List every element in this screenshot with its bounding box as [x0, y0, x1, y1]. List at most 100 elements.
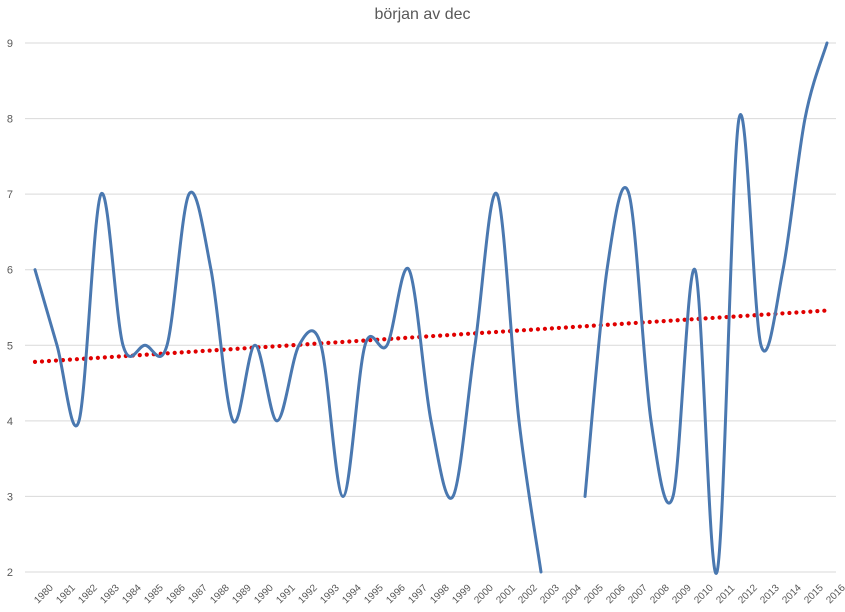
x-tick-label: 2009 — [670, 582, 694, 606]
x-tick-label: 1992 — [296, 582, 320, 606]
y-tick-label: 4 — [7, 416, 13, 428]
trendline-dot — [752, 313, 757, 318]
x-tick-label: 2000 — [472, 582, 496, 606]
x-tick-label: 1981 — [54, 582, 78, 606]
x-tick-label: 2002 — [516, 582, 540, 606]
trendline-dot — [144, 352, 149, 357]
trendline-dot — [137, 353, 142, 358]
x-tick-label: 1982 — [76, 582, 100, 606]
x-tick-label: 1993 — [318, 582, 342, 606]
trendline-dot — [675, 318, 680, 323]
trendline-dot — [682, 317, 687, 322]
trendline-dot — [200, 348, 205, 354]
trendline-dot — [619, 321, 624, 326]
trendline-dot — [535, 327, 541, 332]
trendline-dot — [88, 356, 93, 361]
trendline-dot — [556, 325, 561, 331]
trendline-dot — [354, 338, 359, 344]
x-tick-label: 1989 — [230, 582, 254, 606]
trendline-dot — [263, 344, 268, 350]
trendline-dot — [542, 326, 548, 331]
y-tick-label: 7 — [7, 189, 13, 201]
trendline-dot — [284, 343, 289, 348]
trendline-dot — [570, 324, 575, 330]
y-axis-ticks: 2 3 4 5 6 7 8 9 — [7, 38, 13, 579]
x-tick-label: 2008 — [648, 582, 672, 606]
x-tick-label: 2010 — [692, 582, 716, 606]
trendline-dot — [654, 319, 659, 324]
trendline-dot — [738, 314, 743, 319]
trendline-dot — [710, 315, 715, 321]
trendline-dot — [396, 336, 401, 341]
trendline-dot — [431, 333, 436, 339]
y-tick-label: 8 — [7, 114, 13, 126]
trendline-dot — [724, 314, 729, 320]
trendline-dot — [612, 322, 617, 327]
trendline-dot — [584, 324, 589, 329]
trendline-dot — [438, 333, 443, 338]
trendline-dot — [165, 351, 170, 356]
x-tick-label: 2001 — [494, 582, 518, 606]
trendline-dot — [703, 316, 708, 321]
trendline-dot — [815, 309, 820, 314]
x-tick-label: 1987 — [186, 582, 210, 606]
trendline-dot — [102, 355, 107, 360]
x-tick-label: 1997 — [406, 582, 430, 606]
trendline-dot — [808, 309, 813, 314]
x-tick-label: 2012 — [736, 582, 760, 606]
x-tick-label: 1984 — [120, 582, 144, 606]
trendline-dot — [514, 328, 520, 333]
trendline-dot — [500, 329, 506, 334]
x-tick-label: 1988 — [208, 582, 232, 606]
trendline-dot — [459, 332, 464, 337]
trendline-dot — [759, 312, 764, 317]
trendline-dot — [32, 359, 38, 365]
trendline-dot — [333, 340, 338, 345]
trendline-dot — [787, 310, 792, 316]
trendline-dot — [326, 340, 331, 345]
trendline-dot — [801, 309, 806, 315]
trendline-dot — [493, 329, 499, 335]
y-tick-label: 2 — [7, 567, 13, 579]
series-layer — [33, 41, 829, 575]
trendline-dot — [521, 328, 527, 333]
x-tick-label: 2016 — [824, 582, 845, 606]
series-line-segment-2 — [583, 41, 829, 575]
chart-title: början av dec — [374, 6, 471, 23]
trendline-dot — [46, 358, 52, 364]
trendline-dot — [410, 335, 415, 340]
trendline-dot — [445, 333, 450, 338]
trendline-dot — [347, 339, 352, 344]
x-axis-ticks: 1980198119821983198419851986198719881989… — [32, 582, 845, 606]
trendline-dot — [207, 348, 212, 353]
trendline-dot — [235, 346, 240, 351]
trendline-dot — [591, 323, 596, 328]
trendline-dot — [305, 342, 310, 347]
trendline-dot — [270, 344, 275, 349]
trendline-dot — [95, 355, 100, 360]
x-tick-label: 1994 — [340, 582, 364, 606]
trendline-layer — [32, 308, 827, 365]
trendline-dot — [577, 324, 582, 329]
x-tick-label: 1986 — [164, 582, 188, 606]
x-tick-label: 2011 — [714, 583, 737, 606]
trendline-dot — [368, 338, 373, 343]
trendline-dot — [116, 354, 121, 359]
trendline-dot — [717, 315, 722, 320]
x-tick-label: 1985 — [142, 582, 166, 606]
trendline-dot — [179, 350, 184, 355]
trendline-dot — [214, 348, 219, 353]
trendline-dot — [109, 354, 114, 360]
trendline-dot — [340, 339, 345, 345]
trendline-dot — [479, 330, 485, 336]
trendline-dot — [528, 327, 534, 332]
trendline-dot — [794, 310, 799, 315]
trendline — [32, 308, 827, 365]
trendline-dot — [766, 312, 771, 317]
x-tick-label: 2005 — [582, 582, 606, 606]
trendline-dot — [242, 346, 247, 351]
series-line-segment-1 — [33, 190, 543, 574]
x-tick-label: 1991 — [274, 582, 298, 606]
x-tick-label: 2004 — [560, 582, 584, 606]
trendline-dot — [745, 313, 750, 318]
